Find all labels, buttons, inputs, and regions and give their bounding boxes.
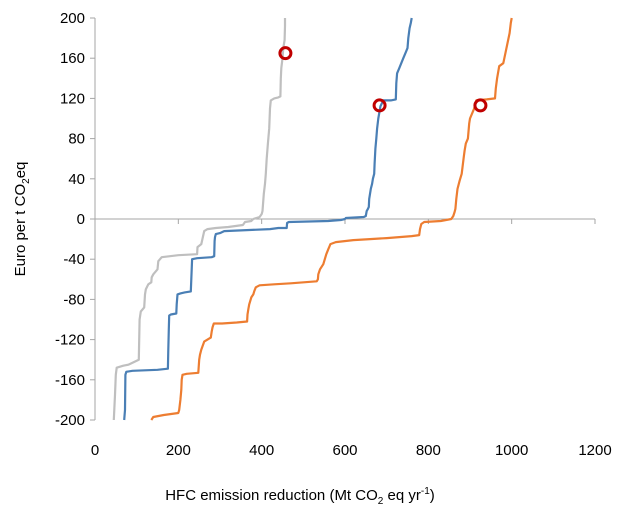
y-axis-title: Euro per t CO2eq	[12, 162, 32, 277]
marker-circle-1	[278, 46, 293, 61]
y-tick-label: -200	[55, 412, 85, 429]
marker-circle-3	[473, 98, 488, 113]
x-tick-label: 1000	[495, 442, 528, 459]
axis-title-part: Euro per t CO	[12, 184, 29, 277]
axis-title-part: -1	[421, 486, 430, 497]
highlight-markers	[278, 46, 488, 113]
y-tick-label: 80	[68, 131, 85, 148]
x-tick-label: 200	[166, 442, 191, 459]
axis-title-part: HFC emission reduction (Mt CO	[165, 487, 378, 504]
x-tick-label: 1200	[578, 442, 611, 459]
y-tick-label: 200	[60, 10, 85, 27]
series-line-2	[123, 17, 413, 421]
x-tick-label: 400	[249, 442, 274, 459]
y-tick-label: 40	[68, 171, 85, 188]
axis-title-part: )	[430, 487, 435, 504]
y-tick-label: 120	[60, 90, 85, 107]
axis-title-part: 2	[21, 178, 32, 184]
series-line-3	[150, 17, 513, 421]
x-tick-label: 800	[416, 442, 441, 459]
axis-title-part: 2	[378, 496, 384, 507]
y-tick-label: -80	[63, 291, 85, 308]
series-line-1	[112, 18, 287, 421]
y-tick-label: -160	[55, 372, 85, 389]
marker-circle-2	[372, 98, 387, 113]
axes	[90, 17, 596, 421]
y-tick-label: -120	[55, 332, 85, 349]
x-tick-label: 600	[332, 442, 357, 459]
axis-title-part: eq	[12, 162, 29, 179]
y-tick-label: 0	[77, 211, 85, 228]
y-tick-label: -40	[63, 251, 85, 268]
series-group	[112, 17, 513, 421]
x-tick-label: 0	[91, 442, 99, 459]
axis-title-part: eq yr	[383, 487, 421, 504]
y-tick-label: 160	[60, 50, 85, 67]
x-axis-title: HFC emission reduction (Mt CO2 eq yr-1)	[165, 486, 435, 507]
